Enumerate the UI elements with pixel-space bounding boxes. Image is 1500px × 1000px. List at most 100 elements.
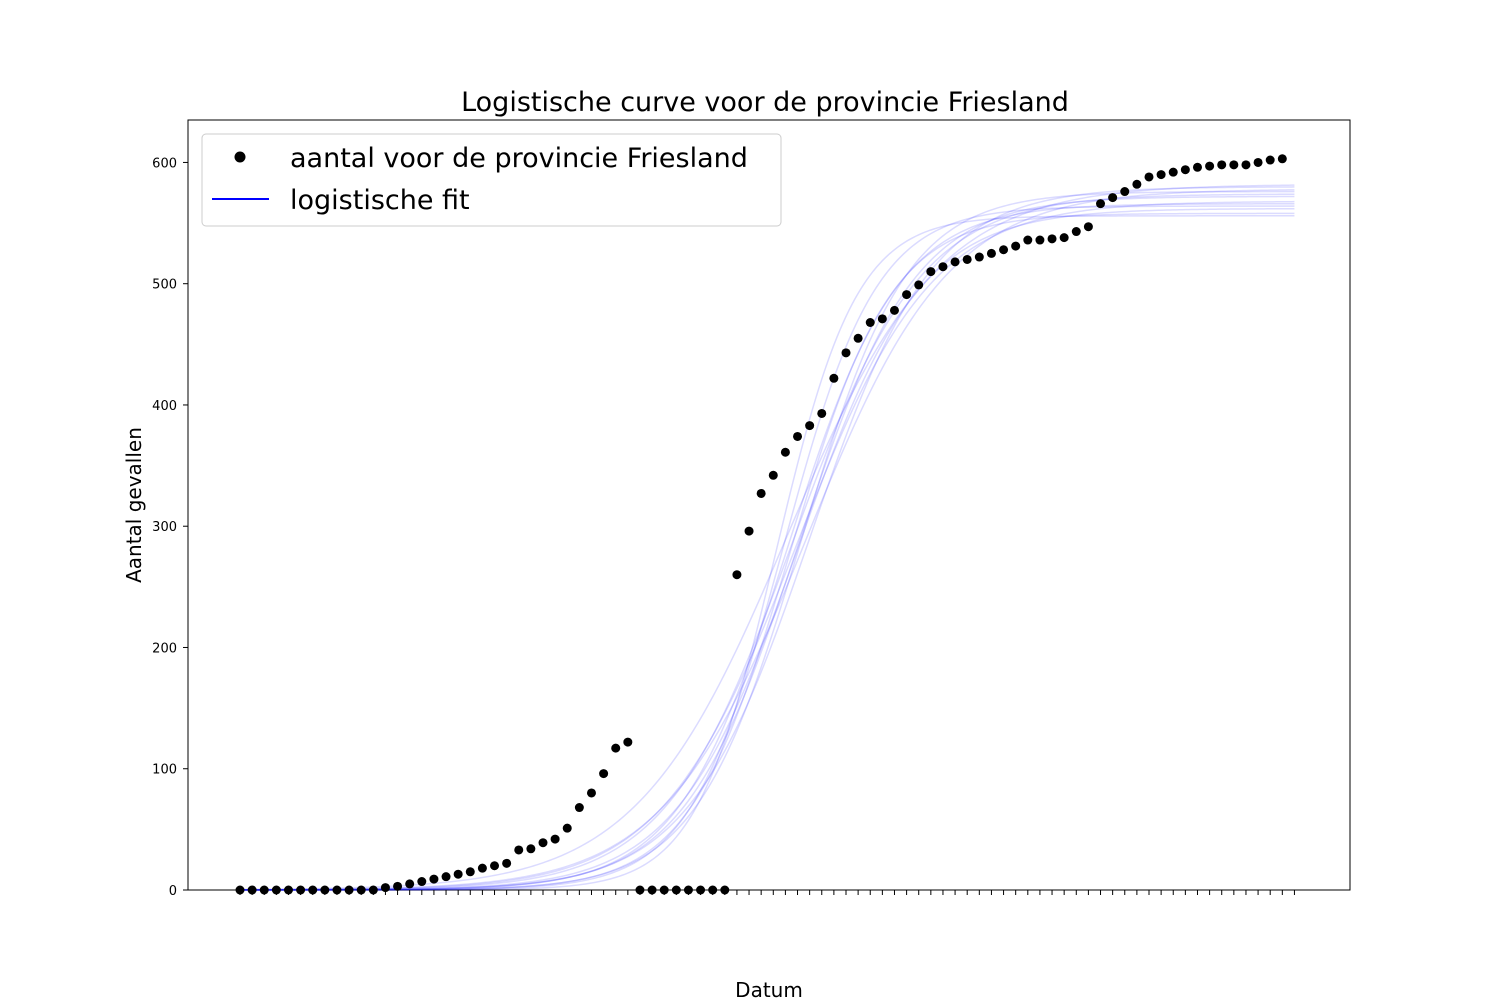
data-point	[1192, 162, 1202, 172]
data-point	[877, 314, 887, 324]
data-point	[405, 879, 415, 889]
data-point	[1083, 222, 1093, 232]
data-point	[1071, 227, 1081, 237]
data-point	[732, 570, 742, 580]
y-axis-label: Aantal gevallen	[122, 427, 146, 583]
plot-frame	[187, 119, 1351, 891]
data-point	[744, 526, 754, 536]
fit-lines	[239, 184, 1295, 891]
data-point	[1168, 167, 1178, 177]
data-point	[441, 872, 451, 882]
data-point	[1277, 154, 1287, 164]
y-axis: 0 100 200 300 400 500 600	[152, 156, 188, 899]
data-point	[502, 858, 512, 868]
data-point	[380, 883, 390, 893]
data-point	[986, 248, 996, 258]
data-point	[817, 408, 827, 418]
data-point	[889, 305, 899, 315]
y-tick-label: 600	[152, 156, 177, 171]
data-point	[1096, 199, 1106, 209]
data-point	[1217, 160, 1227, 170]
data-point	[1059, 233, 1069, 243]
legend-box	[201, 133, 782, 227]
data-point	[938, 262, 948, 272]
y-tick-label: 0	[169, 884, 177, 899]
data-point	[1156, 170, 1166, 180]
fit-curve	[239, 193, 1295, 891]
data-point	[611, 743, 621, 753]
fit-curve	[240, 212, 1295, 891]
data-point	[1011, 241, 1021, 251]
fit-curve	[239, 189, 1295, 891]
data-point	[841, 348, 851, 358]
data-point	[950, 257, 960, 267]
legend-label-fit: logistische fit	[290, 185, 470, 216]
y-tick-label: 100	[152, 763, 177, 778]
fit-curve	[240, 215, 1295, 891]
y-tick-label: 400	[152, 399, 177, 414]
data-point	[1205, 161, 1215, 171]
data-point	[453, 869, 463, 879]
data-point	[1132, 179, 1142, 189]
data-point	[586, 788, 596, 798]
data-point	[599, 769, 609, 779]
y-tick-label: 200	[152, 641, 177, 656]
data-point	[393, 881, 403, 891]
data-point	[1108, 193, 1118, 203]
data-point	[974, 252, 984, 262]
data-point	[574, 803, 584, 813]
data-point	[623, 737, 633, 747]
data-point	[550, 834, 560, 844]
y-tick-label: 500	[152, 278, 177, 293]
data-point	[768, 470, 778, 480]
data-point	[902, 290, 912, 300]
legend-marker-points	[234, 151, 246, 163]
data-point	[1229, 160, 1239, 170]
data-point	[477, 863, 487, 873]
fit-curve	[240, 205, 1295, 891]
data-point	[1035, 235, 1045, 245]
chart-title: Logistische curve voor de provincie Frie…	[461, 87, 1069, 118]
fit-curve	[239, 195, 1295, 891]
data-point	[1180, 165, 1190, 175]
data-point	[962, 254, 972, 264]
data-point	[999, 245, 1009, 255]
data-points	[235, 154, 1287, 895]
data-point	[1047, 234, 1057, 244]
data-point	[853, 333, 863, 343]
data-point	[562, 823, 572, 833]
data-point	[465, 867, 475, 877]
data-point	[829, 373, 839, 383]
data-point	[526, 844, 536, 854]
data-point	[805, 421, 815, 431]
data-point	[429, 874, 439, 884]
data-point	[914, 280, 924, 290]
x-axis	[239, 890, 1295, 895]
y-tick-label: 300	[152, 520, 177, 535]
data-point	[1023, 235, 1033, 245]
data-point	[1120, 187, 1130, 197]
fit-curve	[240, 202, 1295, 891]
data-point	[793, 431, 803, 441]
data-point	[1144, 172, 1154, 182]
fit-curve	[240, 207, 1295, 891]
data-point	[417, 877, 427, 887]
data-point	[926, 267, 936, 277]
data-point	[780, 447, 790, 457]
data-point	[514, 845, 524, 855]
fit-curve	[239, 184, 1295, 891]
fit-curve	[240, 186, 1295, 891]
data-point	[756, 488, 766, 498]
x-axis-label: Datum	[735, 978, 803, 1000]
data-point	[1265, 155, 1275, 165]
data-point	[490, 861, 500, 871]
fit-curve	[239, 200, 1295, 891]
data-point	[538, 838, 548, 848]
data-point	[1241, 160, 1251, 170]
data-point	[865, 318, 875, 328]
data-point	[1253, 157, 1263, 167]
fit-curve	[240, 190, 1295, 891]
legend-label-points: aantal voor de provincie Friesland	[290, 143, 748, 174]
legend: aantal voor de provincie Friesland logis…	[201, 133, 782, 227]
